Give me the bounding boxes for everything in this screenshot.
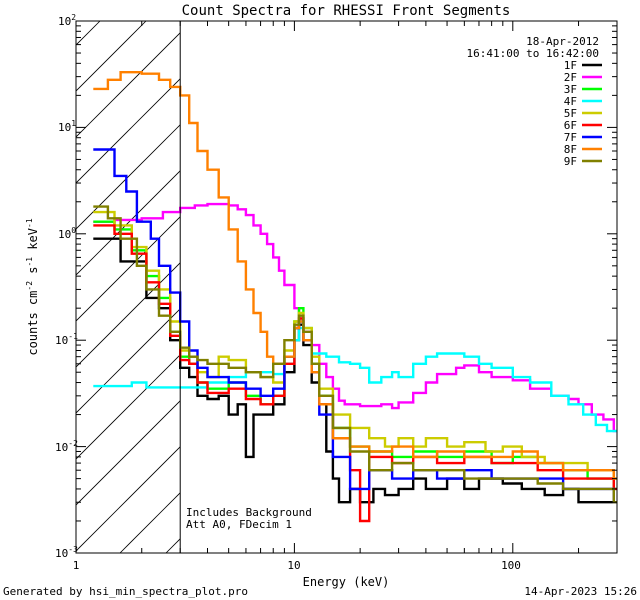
series-line-4F xyxy=(93,326,617,433)
series-line-7F xyxy=(93,148,617,504)
note-line: Includes Background xyxy=(186,506,312,519)
legend-label-2F: 2F xyxy=(564,71,577,84)
x-tick-label: 10 xyxy=(287,559,300,572)
y-tick-label: 100 xyxy=(58,226,76,241)
legend-label-1F: 1F xyxy=(564,59,577,72)
series-line-6F xyxy=(93,224,617,523)
hatch-line xyxy=(76,124,181,230)
x-tick-label: 1 xyxy=(73,559,80,572)
series-group xyxy=(93,71,617,523)
chart-title: Count Spectra for RHESSI Front Segments xyxy=(182,3,511,19)
hatch-line xyxy=(0,21,8,553)
series-line-9F xyxy=(93,205,617,504)
legend-label-6F: 6F xyxy=(564,119,577,132)
hatch-line xyxy=(76,21,101,46)
hatch-line xyxy=(76,308,181,414)
hatch-line xyxy=(76,446,181,552)
footer-generated-by: Generated by hsi_min_spectra_plot.pro xyxy=(3,585,248,598)
time-range-label: 16:41:00 to 16:42:00 xyxy=(467,47,599,60)
x-axis-label: Energy (keV) xyxy=(303,575,390,589)
x-tick-labels: 1 10 100 xyxy=(73,559,521,572)
plot-frame xyxy=(75,20,618,554)
hatch-line xyxy=(76,21,147,92)
note-line: Att A0, FDecim 1 xyxy=(186,518,292,531)
y-tick-label: 10-2 xyxy=(55,439,78,454)
axis-ticks xyxy=(75,20,618,554)
legend-label-3F: 3F xyxy=(564,83,577,96)
y-tick-label: 10-3 xyxy=(55,545,78,560)
series-line-5F xyxy=(93,210,617,480)
y-tick-labels: 10-3 10-2 10-1 100 101 102 xyxy=(55,13,78,560)
series-line-1F xyxy=(93,237,617,504)
hatch-line xyxy=(76,78,181,184)
hatch-line xyxy=(76,262,181,368)
legend-label-7F: 7F xyxy=(564,131,577,144)
hatch-line xyxy=(76,400,181,506)
y-tick-label: 102 xyxy=(58,13,76,28)
footer-timestamp: 14-Apr-2023 15:26 xyxy=(524,585,637,598)
hatched-region xyxy=(0,21,181,553)
hatch-line xyxy=(76,170,181,276)
legend-label-4F: 4F xyxy=(564,95,577,108)
hatch-line xyxy=(76,216,181,322)
y-axis-label: counts cm-2 s-1 keV-1 xyxy=(25,218,40,355)
x-tick-label: 100 xyxy=(501,559,521,572)
series-line-3F xyxy=(93,220,617,491)
legend-label-8F: 8F xyxy=(564,143,577,156)
hatch-line xyxy=(76,32,181,138)
y-tick-label: 101 xyxy=(58,119,76,134)
legend-label-5F: 5F xyxy=(564,107,577,120)
y-tick-label: 10-1 xyxy=(55,332,78,347)
legend-label-9F: 9F xyxy=(564,155,577,168)
date-label: 18-Apr-2012 xyxy=(526,35,599,48)
